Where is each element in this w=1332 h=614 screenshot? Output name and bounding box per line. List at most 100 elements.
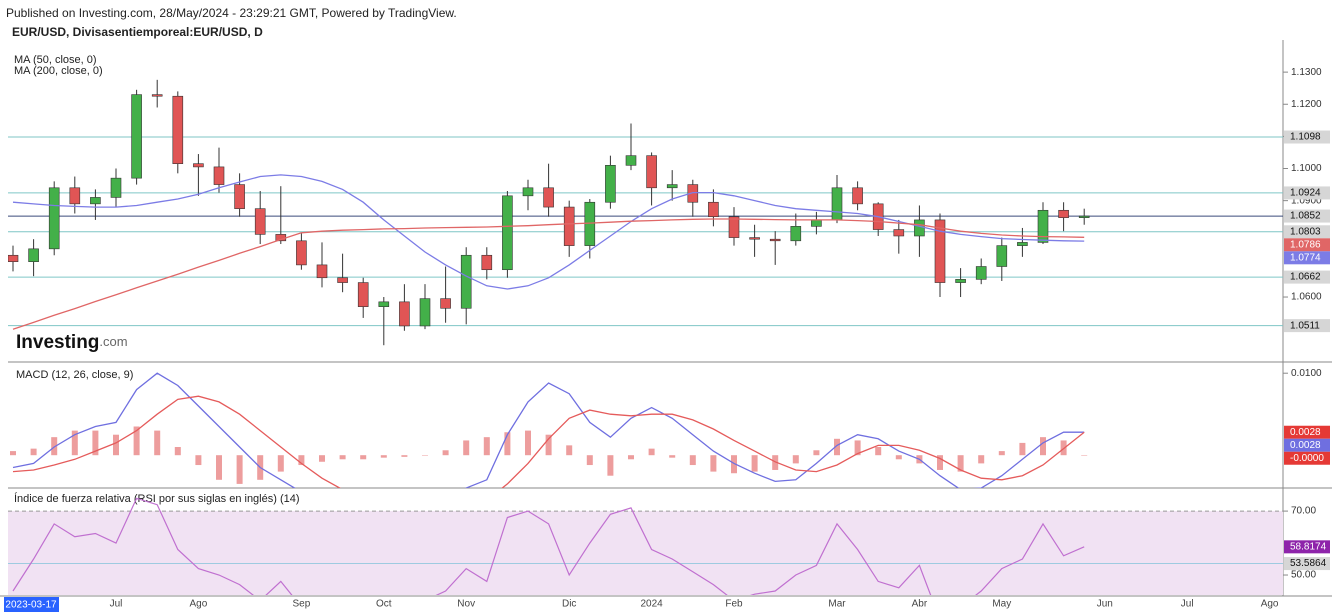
pane (8, 79, 1283, 346)
price-label-box (1284, 186, 1330, 200)
date-label-box (4, 597, 59, 612)
candle-body (28, 248, 39, 262)
histogram-bar (1081, 455, 1088, 456)
candle-body (522, 187, 534, 197)
histogram-bar (463, 440, 470, 456)
price-label: 1.0924 (1290, 188, 1321, 199)
histogram-bar (422, 455, 428, 456)
y-tick-label: 1.1300 (1291, 67, 1322, 78)
histogram-bar (689, 455, 696, 466)
x-tick-label: Oct (376, 599, 392, 610)
y-tick-label: 0.0100 (1291, 368, 1322, 379)
price-label: 1.0511 (1290, 320, 1320, 331)
candle-body (460, 254, 472, 309)
legend-entry: MA (200, close, 0) (14, 65, 103, 77)
legend-entry: MA (50, close, 0) (14, 54, 97, 66)
price-label: 1.0803 (1290, 226, 1321, 237)
price-label: -0.0000 (1290, 453, 1324, 464)
chart-title: EUR/USD, Divisasentiemporeal:EUR/USD, D (12, 25, 263, 39)
price-label: 0.0028 (1290, 440, 1321, 451)
histogram-bar (957, 455, 964, 472)
candle-body (708, 201, 719, 218)
price-label: 58.8174 (1290, 541, 1327, 552)
price-label-box (1284, 251, 1330, 265)
histogram-bar (772, 455, 779, 470)
price-label-box (1284, 238, 1330, 252)
histogram-bar (113, 434, 119, 456)
candle-body (584, 201, 596, 246)
histogram-bar (51, 437, 58, 456)
x-tick-label: Dic (562, 599, 576, 610)
histogram-bar (10, 451, 16, 456)
y-tick-label: 1.0600 (1291, 292, 1322, 303)
published-note: Published on Investing.com, 28/May/2024 … (6, 6, 457, 20)
histogram-bar (360, 455, 367, 460)
histogram-bar (813, 450, 820, 456)
macd-line (12, 372, 1085, 488)
candle-body (996, 245, 1008, 267)
candle-body (749, 237, 760, 240)
histogram-bar (998, 451, 1005, 456)
histogram-bar (92, 430, 99, 456)
candle-body (172, 95, 184, 164)
histogram-bar (216, 455, 222, 480)
y-tick-label: 1.1000 (1291, 163, 1322, 174)
price-label-box (1284, 225, 1330, 239)
histogram-bar (648, 448, 655, 456)
candle-body (687, 184, 699, 203)
histogram-bar (607, 455, 614, 476)
candle-body (625, 155, 637, 166)
price-label-box (1284, 557, 1330, 571)
histogram-bar (401, 455, 408, 457)
price-label-box (1284, 451, 1330, 465)
candle-body (543, 187, 554, 208)
histogram-bar (30, 448, 37, 456)
candle-body (151, 94, 163, 97)
x-tick-label: Ago (190, 599, 208, 610)
candle-body (110, 177, 122, 198)
histogram-bar (834, 438, 840, 456)
candle-body (666, 184, 678, 189)
candle-body (357, 282, 369, 307)
candle-body (914, 219, 925, 237)
price-label: 1.0852 (1290, 211, 1321, 222)
x-tick-label: 2024 (640, 599, 663, 610)
price-label: 1.1098 (1290, 132, 1321, 143)
signal-line (12, 395, 1085, 488)
price-label: 53.5864 (1290, 558, 1327, 569)
price-label-box (1284, 130, 1330, 144)
histogram-bar (195, 455, 202, 466)
candle-body (399, 301, 410, 327)
histogram-bar (628, 455, 634, 460)
x-tick-label: Abr (912, 599, 928, 610)
histogram-bar (504, 432, 511, 456)
price-label-box (1284, 319, 1330, 333)
candle-body (419, 298, 431, 327)
candle-body (193, 163, 204, 168)
macd-title: MACD (12, 26, close, 9) (16, 369, 133, 381)
histogram-bar (236, 455, 243, 484)
price-label-box (1284, 540, 1330, 554)
candle-body (1037, 209, 1049, 243)
histogram-bar (545, 434, 552, 456)
candle-body (440, 298, 451, 309)
candle-body (790, 226, 802, 242)
logo: Investing.com (16, 332, 128, 353)
price-label: 1.0774 (1290, 252, 1321, 263)
x-tick-label: Nov (457, 599, 475, 610)
x-tick-label: May (992, 599, 1011, 610)
candle-body (852, 187, 863, 205)
histogram-bar (792, 455, 799, 464)
histogram-bar (71, 430, 78, 456)
histogram-bar (1019, 442, 1026, 456)
logo-word: Investing (16, 332, 99, 353)
logo-suffix: .com (99, 334, 127, 349)
candle-body (69, 187, 81, 205)
histogram-bar (854, 440, 861, 456)
histogram-bar (380, 455, 387, 458)
histogram-bar (669, 455, 676, 458)
histogram-bar (937, 455, 943, 470)
price-label: 1.0662 (1290, 272, 1321, 283)
candle-body (213, 166, 225, 185)
candle-body (563, 206, 575, 246)
